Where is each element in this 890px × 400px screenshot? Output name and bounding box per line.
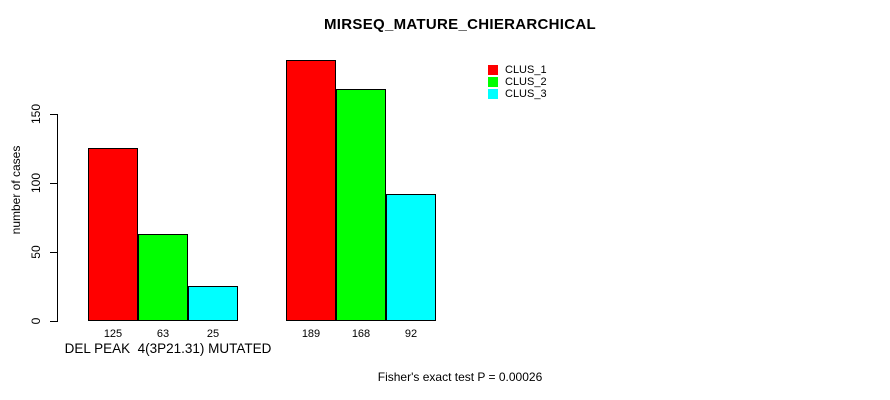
- chart-title: MIRSEQ_MATURE_CHIERARCHICAL: [324, 16, 596, 33]
- fisher-test-annotation: Fisher's exact test P = 0.00026: [377, 370, 543, 384]
- bar-clus_3-group1: [188, 286, 238, 321]
- bar-value-label: 125: [103, 328, 123, 340]
- bar-value-label: 25: [206, 328, 220, 340]
- y-axis-tick-label: 150: [29, 103, 43, 125]
- bar-value-label: 92: [404, 328, 418, 340]
- bar-clus_3-group2: [386, 194, 436, 321]
- y-axis-tick: [50, 252, 57, 253]
- y-axis-tick-label: 0: [29, 317, 43, 325]
- legend-label: CLUS_3: [505, 88, 547, 100]
- y-axis-title: number of cases: [9, 145, 23, 235]
- bar-clus_1-group2: [286, 60, 336, 321]
- y-axis-tick: [50, 321, 57, 322]
- legend-swatch-clus_2: [488, 77, 498, 87]
- y-axis-tick: [50, 114, 57, 115]
- legend-item-clus_1: CLUS_1: [488, 64, 547, 76]
- legend-item-clus_3: CLUS_3: [488, 88, 547, 100]
- legend-swatch-clus_3: [488, 89, 498, 99]
- bar-clus_1-group1: [88, 148, 138, 321]
- legend-swatch-clus_1: [488, 65, 498, 75]
- bar-value-label: 189: [301, 328, 321, 340]
- legend-label: CLUS_1: [505, 64, 547, 76]
- bar-clus_2-group2: [336, 89, 386, 321]
- y-axis-tick-label: 50: [29, 245, 43, 259]
- y-axis-tick-label: 100: [29, 172, 43, 194]
- legend-item-clus_2: CLUS_2: [488, 76, 547, 88]
- y-axis-line: [57, 114, 58, 322]
- legend-label: CLUS_2: [505, 76, 547, 88]
- legend: CLUS_1 CLUS_2 CLUS_3: [488, 64, 547, 100]
- x-axis-group-label: DEL PEAK 4(3P21.31) MUTATED: [64, 341, 272, 356]
- bar-value-label: 168: [351, 328, 371, 340]
- bar-value-label: 63: [156, 328, 170, 340]
- y-axis-tick: [50, 183, 57, 184]
- bar-clus_2-group1: [138, 234, 188, 321]
